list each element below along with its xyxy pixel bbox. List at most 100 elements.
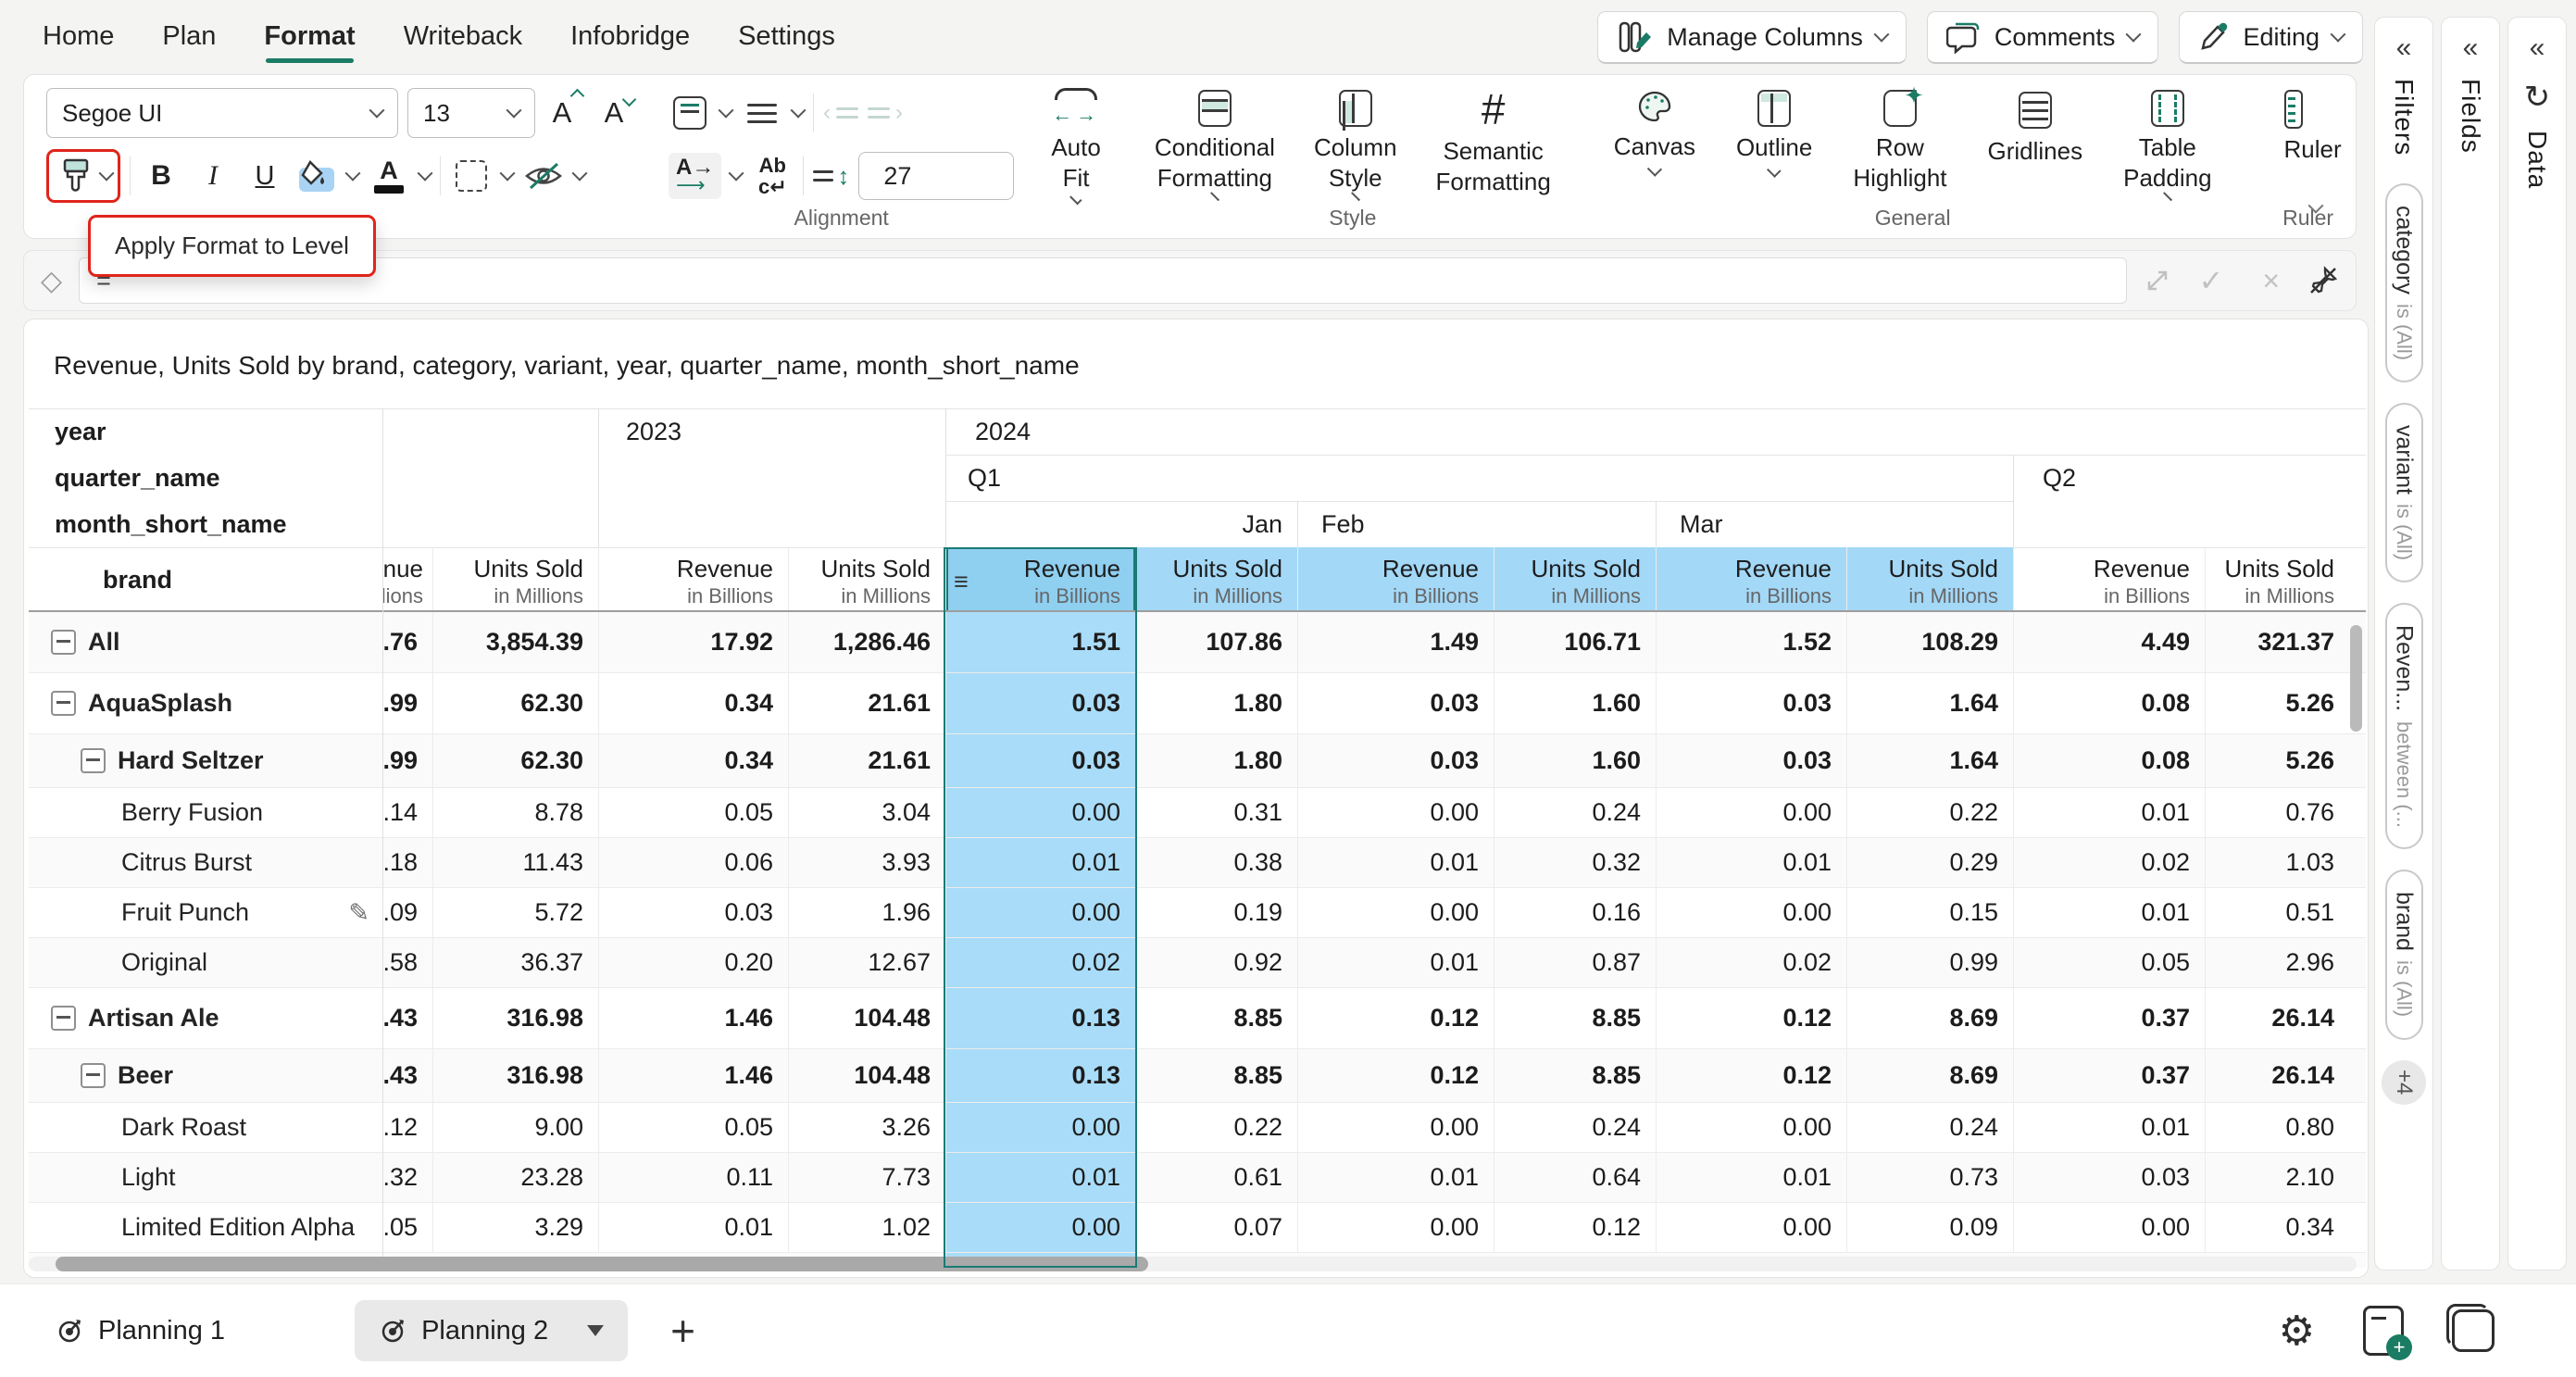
table-cell[interactable]: 0.02 [1656,938,1846,987]
table-cell[interactable]: 0.12 [1297,988,1494,1048]
table-cell[interactable]: 1.46 [598,988,788,1048]
collapse-filters-icon[interactable]: « [2396,32,2412,64]
table-cell[interactable]: 8.69 [1846,1049,2013,1102]
table-cell[interactable]: 0.01 [1656,838,1846,887]
table-cell[interactable]: 21.61 [788,673,945,733]
row-height-input[interactable]: 27 [858,152,1014,200]
table-cell[interactable]: 26.14 [2205,1049,2349,1102]
table-cell[interactable]: 0.00 [1297,1103,1494,1152]
table-cell[interactable]: 8.69 [1846,988,2013,1048]
table-cell[interactable]: 17.92 [598,612,788,672]
row-label-hard-seltzer[interactable]: Hard Seltzer [29,734,382,787]
outline-dropdown[interactable] [1768,163,1782,177]
table-cell[interactable]: 0.31 [1135,788,1297,837]
table-cell[interactable]: 1.80 [1135,673,1297,733]
table-cell[interactable]: 104.48 [788,1049,945,1102]
table-cell[interactable]: 0.00 [1297,788,1494,837]
table-cell[interactable]: 0.00 [1297,1203,1494,1252]
bold-button[interactable]: B [140,154,182,198]
table-cell[interactable]: 104.48 [788,988,945,1048]
table-cell[interactable]: .05 [382,1203,432,1252]
table-cell[interactable]: 0.12 [1656,988,1846,1048]
dim-label-month[interactable]: month_short_name [29,501,382,547]
editing-mode-button[interactable]: Editing [2179,11,2363,64]
measure-header-rev-4[interactable]: ≡Revenuein Billions [945,547,1135,612]
table-cell[interactable]: 0.38 [1135,838,1297,887]
table-cell[interactable]: 107.86 [1135,612,1297,672]
filter-pill-variant[interactable]: variantis (All) [2385,403,2423,582]
table-cell[interactable]: 0.34 [598,734,788,787]
table-cell[interactable]: 1.64 [1846,673,2013,733]
table-cell[interactable]: 8.85 [1135,1049,1297,1102]
table-cell[interactable]: 0.37 [2013,1049,2205,1102]
borders-button[interactable] [450,154,493,198]
table-cell[interactable]: 0.12 [1297,1049,1494,1102]
table-cell[interactable]: .99 [382,673,432,733]
sheet-tab-planning-2-active[interactable]: Planning 2 [355,1300,628,1361]
hide-values-dropdown[interactable] [572,166,588,182]
row-label-citrus-burst[interactable]: Citrus Burst [29,838,382,887]
table-cell[interactable]: 0.99 [1846,938,2013,987]
table-cell[interactable]: 0.05 [2013,938,2205,987]
month-header-mar[interactable]: Mar [1656,501,2013,547]
table-cell[interactable]: 0.19 [1135,888,1297,937]
hide-values-button[interactable] [522,154,565,198]
row-label-limited-edition-alpha[interactable]: Limited Edition Alpha [29,1203,382,1252]
table-cell[interactable]: 0.00 [1297,888,1494,937]
measure-header-rev-0[interactable]: Revenuein Billions [382,547,432,612]
table-cell[interactable]: 0.80 [2205,1103,2349,1152]
row-highlight-button[interactable]: ✦ Row Highlight [1836,86,1963,205]
table-cell[interactable]: 2.10 [2205,1153,2349,1202]
table-cell[interactable]: 0.13 [945,1049,1135,1102]
table-cell[interactable]: 26.14 [2205,988,2349,1048]
table-cell[interactable]: 0.05 [598,788,788,837]
table-cell[interactable]: 0.34 [598,673,788,733]
table-cell[interactable]: .32 [382,1153,432,1202]
fill-color-button[interactable] [295,154,338,198]
collapse-fields-icon[interactable]: « [2463,32,2479,64]
table-cell[interactable]: .99 [382,734,432,787]
table-cell[interactable]: 1.60 [1494,673,1656,733]
menu-item-infobridge[interactable]: Infobridge [570,21,690,52]
table-cell[interactable]: 3.29 [432,1203,598,1252]
measure-header-rev-8[interactable]: Revenuein Billions [1656,547,1846,612]
text-orientation-button[interactable]: A→⟶ [669,153,721,199]
row-label-artisan-ale[interactable]: Artisan Ale [29,988,382,1048]
table-cell[interactable]: 106.71 [1494,612,1656,672]
table-cell[interactable]: 0.00 [945,788,1135,837]
table-cell[interactable]: 0.92 [1135,938,1297,987]
table-cell[interactable]: 0.05 [598,1103,788,1152]
table-cell[interactable]: 1.80 [1135,734,1297,787]
text-orientation-dropdown[interactable] [729,166,744,182]
conditional-formatting-dropdown[interactable] [1210,192,1219,201]
measure-header-rev-6[interactable]: Revenuein Billions [1297,547,1494,612]
table-cell[interactable]: 36.37 [432,938,598,987]
table-cell[interactable]: 1.52 [1656,612,1846,672]
table-cell[interactable]: 0.12 [1494,1203,1656,1252]
table-cell[interactable]: 1,286.46 [788,612,945,672]
row-label-original[interactable]: Original [29,938,382,987]
row-label-berry-fusion[interactable]: Berry Fusion [29,788,382,837]
filter-pill-Reven[interactable]: Reven...between (... [2385,603,2423,849]
table-cell[interactable]: 0.03 [945,734,1135,787]
sheet-tab-planning-1[interactable]: Planning 1 [56,1316,225,1346]
table-cell[interactable]: 23.28 [432,1153,598,1202]
new-table-icon[interactable]: + [2363,1306,2404,1356]
month-header-jan[interactable]: Jan [945,501,1297,547]
table-cell[interactable]: 0.51 [2205,888,2349,937]
dim-label-brand[interactable]: brand [29,547,382,612]
menu-item-settings[interactable]: Settings [738,21,835,52]
horizontal-align-button[interactable] [741,91,783,135]
row-label-fruit-punch[interactable]: Fruit Punch✎ [29,888,382,937]
add-sheet-button[interactable]: + [670,1306,695,1356]
table-cell[interactable]: 1.46 [598,1049,788,1102]
table-cell[interactable]: 0.01 [1297,938,1494,987]
collapse-row-icon[interactable] [51,1006,76,1031]
table-cell[interactable]: 0.01 [598,1203,788,1252]
font-color-button[interactable]: A [368,154,410,198]
quarter-header-q1[interactable]: Q1 [945,455,2013,501]
quarter-header-q2[interactable]: Q2 [2013,455,2366,547]
collapse-row-icon[interactable] [81,1063,106,1088]
table-cell[interactable]: 0.22 [1846,788,2013,837]
table-cell[interactable]: 0.01 [945,838,1135,887]
